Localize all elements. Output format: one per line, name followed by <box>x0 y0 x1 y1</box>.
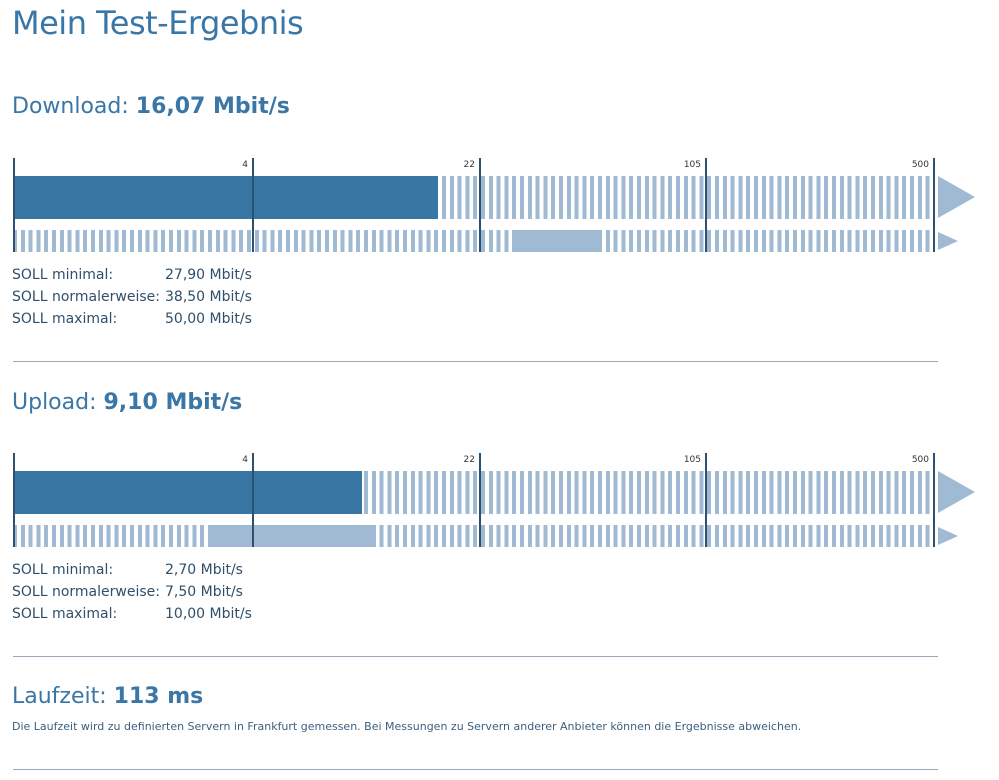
scale-tick <box>705 158 707 252</box>
arrow-right-icon <box>938 176 975 218</box>
latency-label: Laufzeit: <box>12 684 107 709</box>
scale-tick-label: 4 <box>242 455 248 465</box>
page-title: Mein Test-Ergebnis <box>12 4 304 42</box>
arrow-right-icon <box>938 471 975 513</box>
scale-tick <box>252 453 254 547</box>
scale-tick-label: 500 <box>911 455 929 465</box>
scale-tick <box>13 453 15 547</box>
soll-value: 50,00 Mbit/s <box>165 311 252 327</box>
download-gauge: 4 22 105 500 <box>13 158 978 253</box>
soll-label: SOLL maximal: <box>12 311 118 327</box>
upload-soll-list: SOLL minimal: 2,70 Mbit/s SOLL normalerwe… <box>12 559 252 625</box>
upload-label: Upload: <box>12 390 97 415</box>
latency-value: 113 ms <box>113 684 204 709</box>
scale-tick-label: 4 <box>242 160 248 170</box>
soll-row: SOLL maximal: 10,00 Mbit/s <box>12 603 252 625</box>
scale-tick <box>705 453 707 547</box>
soll-value: 38,50 Mbit/s <box>165 289 252 305</box>
scale-tick <box>479 453 481 547</box>
arrow-right-icon <box>938 527 958 545</box>
divider <box>13 656 938 657</box>
soll-row: SOLL normalerweise: 7,50 Mbit/s <box>12 581 252 603</box>
upload-heading: Upload: 9,10 Mbit/s <box>12 390 242 415</box>
soll-value: 10,00 Mbit/s <box>165 606 252 622</box>
scale-tick-label: 22 <box>463 455 475 465</box>
measured-bar <box>13 471 363 514</box>
arrow-right-icon <box>938 232 958 250</box>
scale-tick <box>933 158 935 252</box>
scale-tick-label: 105 <box>683 160 701 170</box>
soll-value: 2,70 Mbit/s <box>165 562 243 578</box>
soll-row: SOLL minimal: 2,70 Mbit/s <box>12 559 252 581</box>
measured-bar <box>13 176 439 219</box>
scale-tick <box>479 158 481 252</box>
download-value: 16,07 Mbit/s <box>135 94 290 119</box>
download-heading: Download: 16,07 Mbit/s <box>12 94 290 119</box>
latency-heading: Laufzeit: 113 ms <box>12 684 203 709</box>
soll-range-band <box>210 525 375 547</box>
soll-row: SOLL normalerweise: 38,50 Mbit/s <box>12 286 252 308</box>
divider <box>13 361 938 362</box>
scale-tick-label: 22 <box>463 160 475 170</box>
soll-value: 27,90 Mbit/s <box>165 267 252 283</box>
soll-row: SOLL minimal: 27,90 Mbit/s <box>12 264 252 286</box>
scale-tick <box>13 158 15 252</box>
soll-label: SOLL normalerweise: <box>12 289 160 305</box>
soll-stripes <box>13 525 934 547</box>
scale-tick <box>252 158 254 252</box>
download-label: Download: <box>12 94 129 119</box>
soll-range-band <box>514 230 599 252</box>
scale-tick-label: 105 <box>683 455 701 465</box>
upload-value: 9,10 Mbit/s <box>103 390 243 415</box>
scale-tick-label: 500 <box>911 160 929 170</box>
soll-row: SOLL maximal: 50,00 Mbit/s <box>12 308 252 330</box>
soll-label: SOLL normalerweise: <box>12 584 160 600</box>
upload-gauge: 4 22 105 500 <box>13 453 978 548</box>
download-soll-list: SOLL minimal: 27,90 Mbit/s SOLL normalerw… <box>12 264 252 330</box>
soll-stripes <box>13 230 934 252</box>
soll-label: SOLL maximal: <box>12 606 118 622</box>
soll-label: SOLL minimal: <box>12 562 114 578</box>
scale-tick <box>933 453 935 547</box>
soll-value: 7,50 Mbit/s <box>165 584 243 600</box>
soll-label: SOLL minimal: <box>12 267 114 283</box>
divider <box>13 769 938 770</box>
latency-note: Die Laufzeit wird zu definierten Servern… <box>12 720 802 733</box>
